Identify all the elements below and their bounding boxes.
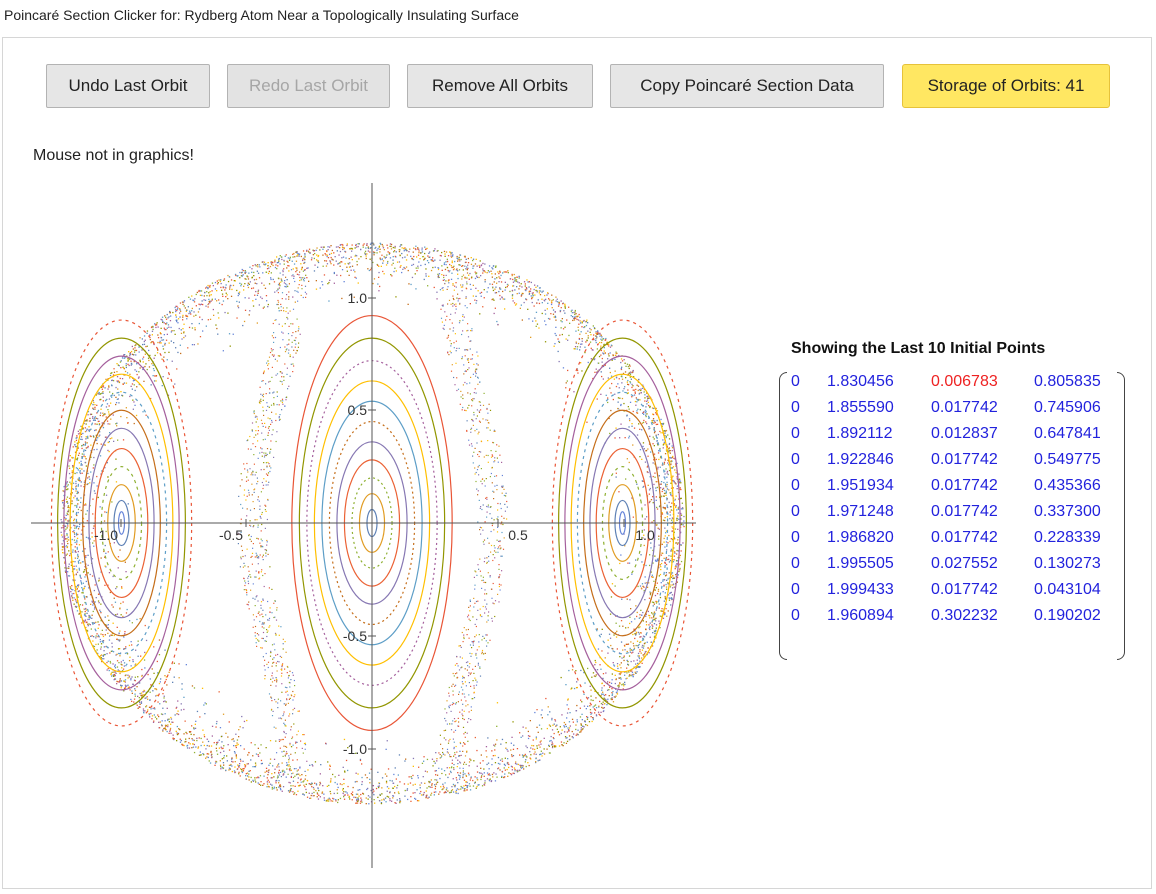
initial-point-row: 0 1.986820 0.017742 0.228339 (779, 529, 1135, 555)
initial-point-cell: 0 (791, 477, 800, 494)
initial-point-cell: 0.302232 (931, 607, 998, 624)
initial-point-cell: 0.805835 (1034, 373, 1101, 390)
initial-point-cell: 1.892112 (827, 425, 893, 442)
initial-point-cell: 0 (791, 399, 800, 416)
initial-point-row: 0 1.855590 0.017742 0.745906 (779, 399, 1135, 425)
initial-point-row: 0 1.951934 0.017742 0.435366 (779, 477, 1135, 503)
initial-point-cell: 1.855590 (827, 399, 894, 416)
initial-point-cell: 0 (791, 451, 800, 468)
y-tick-label: -0.5 (343, 628, 367, 644)
mouse-status: Mouse not in graphics! (33, 147, 194, 164)
initial-point-cell: 0.435366 (1034, 477, 1101, 494)
initial-point-cell: 0 (791, 581, 800, 598)
initial-point-row: 0 1.999433 0.017742 0.043104 (779, 581, 1135, 607)
window-title: Poincaré Section Clicker for: Rydberg At… (4, 7, 519, 23)
initial-points-matrix: 0 1.830456 0.006783 0.805835 0 1.855590 0.0177… (779, 372, 1135, 662)
initial-point-cell: 0.647841 (1034, 425, 1101, 442)
y-tick-label: 1.0 (348, 290, 368, 306)
x-ticks: -1.0 -0.5 0.5 1.0 (94, 519, 655, 543)
initial-point-cell: 0.228339 (1034, 529, 1101, 546)
initial-point-cell: 0 (791, 503, 800, 520)
x-tick-label: 0.5 (508, 527, 528, 543)
y-tick-label: -1.0 (343, 741, 367, 757)
initial-point-cell: 0.017742 (931, 529, 998, 546)
initial-point-cell: 0.017742 (931, 451, 998, 468)
initial-point-cell: 1.830456 (827, 373, 894, 390)
x-tick-label: 1.0 (635, 527, 655, 543)
initial-point-cell: 0.745906 (1034, 399, 1101, 416)
initial-point-cell: 0.549775 (1034, 451, 1101, 468)
initial-point-cell: 0.017742 (931, 503, 998, 520)
initial-point-cell: 0 (791, 555, 800, 572)
initial-point-cell: 1.951934 (827, 477, 894, 494)
undo-button[interactable]: Undo Last Orbit (46, 64, 210, 108)
initial-point-cell: 1.922846 (827, 451, 894, 468)
initial-point-cell: 0.337300 (1034, 503, 1101, 520)
initial-point-cell: 0.017742 (931, 477, 998, 494)
initial-point-row: 0 1.971248 0.017742 0.337300 (779, 503, 1135, 529)
initial-point-cell: 0.027552 (931, 555, 998, 572)
initial-point-cell: 0 (791, 607, 800, 624)
y-tick-label: 0.5 (348, 402, 368, 418)
initial-point-cell: 1.995505 (827, 555, 894, 572)
initial-point-row: 0 1.995505 0.027552 0.130273 (779, 555, 1135, 581)
x-tick-label: -1.0 (94, 527, 118, 543)
initial-point-cell: 0 (791, 529, 800, 546)
initial-point-cell: 1.986820 (827, 529, 894, 546)
initial-points-title: Showing the Last 10 Initial Points (791, 340, 1046, 357)
initial-point-row: 0 1.922846 0.017742 0.549775 (779, 451, 1135, 477)
initial-point-cell: 1.960894 (827, 607, 894, 624)
y-ticks: 1.0 0.5 -0.5 -1.0 (343, 290, 376, 757)
initial-point-cell: 0.017742 (931, 399, 998, 416)
x-tick-label: -0.5 (219, 527, 243, 543)
initial-point-cell: 0 (791, 373, 800, 390)
initial-point-cell: 0.017742 (931, 581, 998, 598)
initial-point-cell: 0.006783 (931, 373, 998, 390)
toolbar: Undo Last Orbit Redo Last Orbit Remove A… (3, 64, 1151, 110)
initial-point-cell: 0.130273 (1034, 555, 1101, 572)
poincare-plot[interactable]: -1.0 -0.5 0.5 1.0 1.0 0.5 -0.5 -1.0 (31, 183, 696, 868)
initial-point-row: 0 1.892112 0.012837 0.647841 (779, 425, 1135, 451)
initial-point-cell: 0.012837 (931, 425, 998, 442)
initial-point-cell: 0.190202 (1034, 607, 1101, 624)
initial-point-cell: 1.999433 (827, 581, 894, 598)
initial-point-cell: 1.971248 (827, 503, 894, 520)
redo-button[interactable]: Redo Last Orbit (227, 64, 390, 108)
main-panel: Undo Last Orbit Redo Last Orbit Remove A… (2, 37, 1152, 889)
storage-button[interactable]: Storage of Orbits: 41 (902, 64, 1110, 108)
initial-point-row: 0 1.960894 0.302232 0.190202 (779, 607, 1135, 633)
initial-point-cell: 0 (791, 425, 800, 442)
initial-point-row: 0 1.830456 0.006783 0.805835 (779, 373, 1135, 399)
copy-data-button[interactable]: Copy Poincaré Section Data (610, 64, 884, 108)
remove-all-button[interactable]: Remove All Orbits (407, 64, 593, 108)
initial-point-cell: 0.043104 (1034, 581, 1101, 598)
